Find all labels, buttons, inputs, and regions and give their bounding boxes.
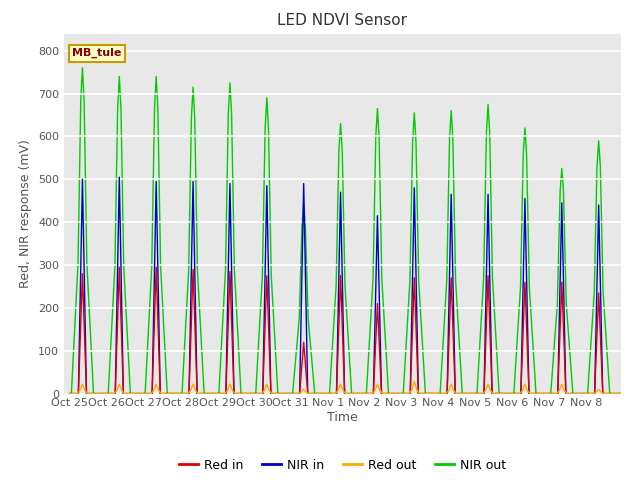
Y-axis label: Red, NIR response (mV): Red, NIR response (mV) xyxy=(19,139,33,288)
Text: MB_tule: MB_tule xyxy=(72,48,122,58)
Legend: Red in, NIR in, Red out, NIR out: Red in, NIR in, Red out, NIR out xyxy=(174,454,511,477)
X-axis label: Time: Time xyxy=(327,411,358,424)
Title: LED NDVI Sensor: LED NDVI Sensor xyxy=(277,13,408,28)
